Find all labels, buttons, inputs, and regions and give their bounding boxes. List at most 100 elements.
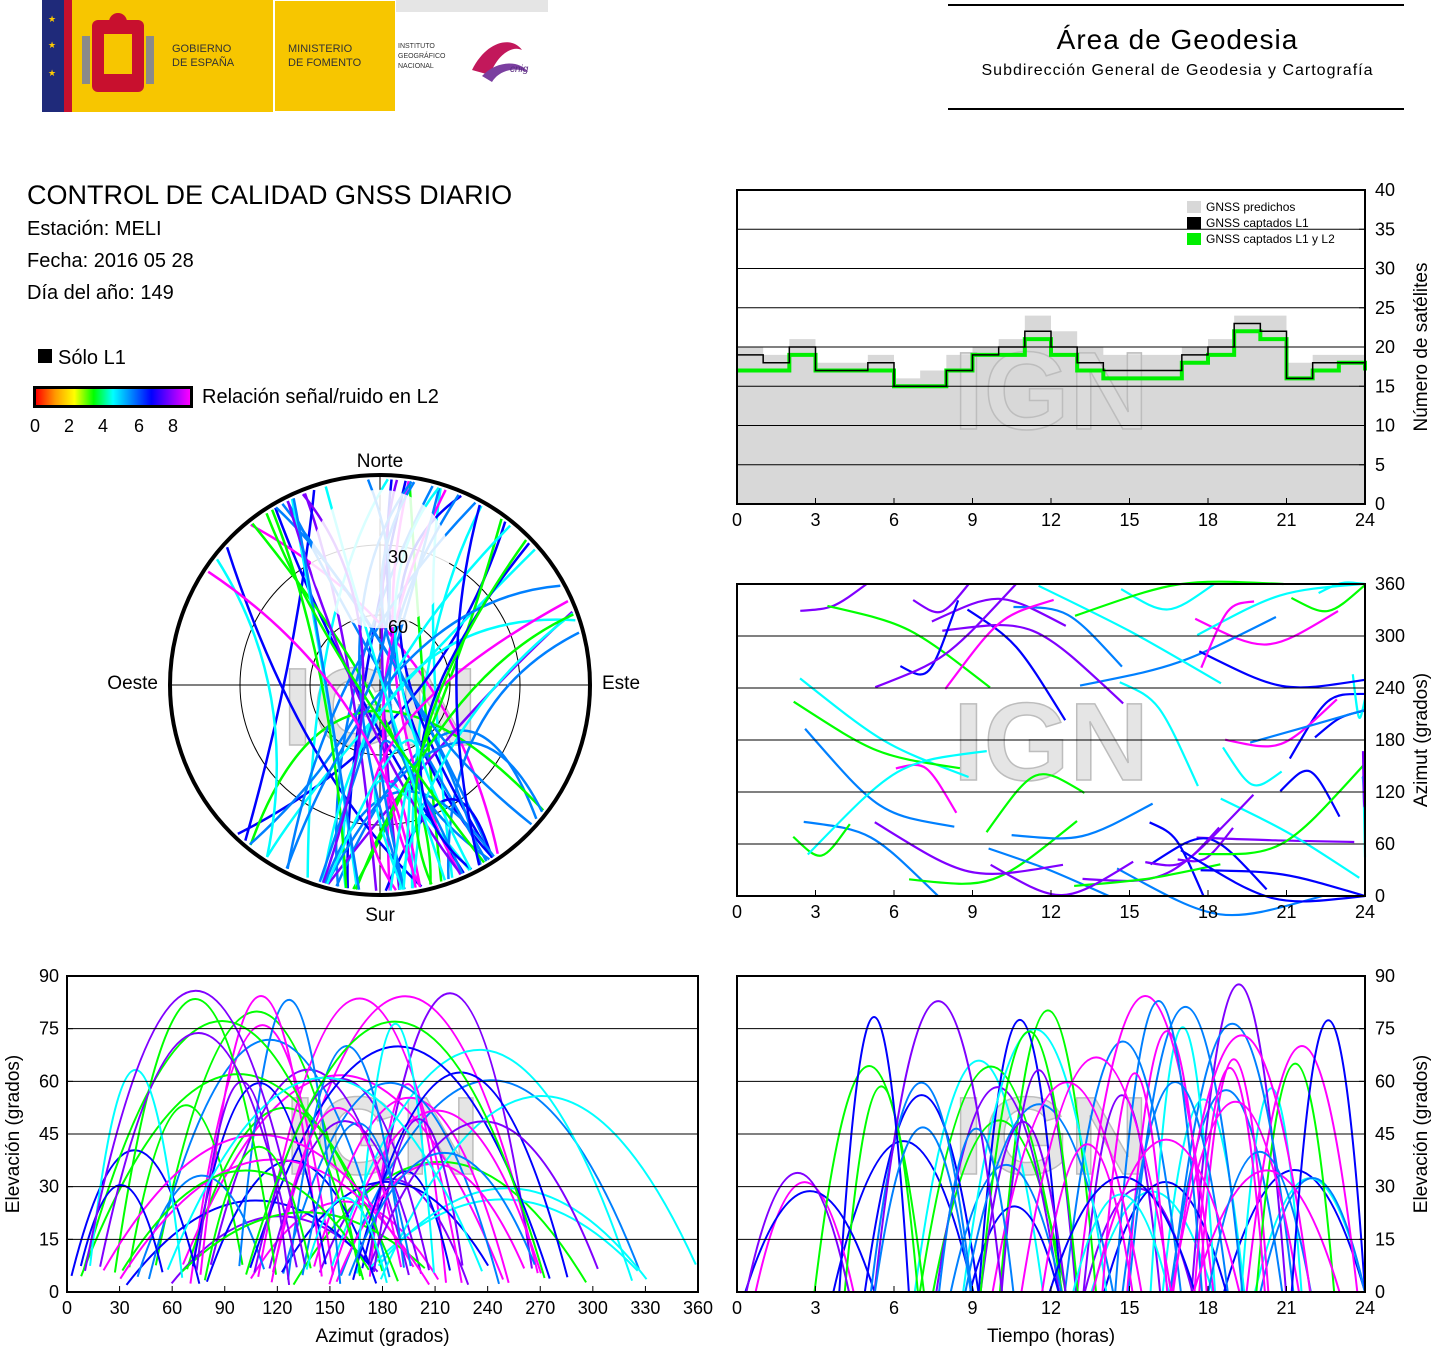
elevation-track <box>154 1010 361 1277</box>
gov-name-line1: GOBIERNO <box>172 43 232 55</box>
satellite-track <box>207 570 417 888</box>
satellite-track <box>414 539 528 885</box>
elevation-time-track <box>1072 1193 1170 1293</box>
x-tick-label: 24 <box>1355 902 1375 922</box>
satellite-track <box>379 739 464 890</box>
azimuth-track <box>1220 797 1360 879</box>
header-rule-bottom <box>948 108 1404 110</box>
x-tick-label: 240 <box>473 1298 503 1318</box>
x-tick-label: 18 <box>1198 902 1218 922</box>
y-tick-label: 30 <box>39 1177 59 1197</box>
x-tick-label: 9 <box>967 902 977 922</box>
y-tick-label: 15 <box>39 1229 59 1249</box>
elevation-track <box>121 1169 370 1272</box>
elevation-time-track <box>838 1016 910 1293</box>
azimuth-track <box>912 583 970 614</box>
satellite-track <box>265 512 486 864</box>
elevation-time-track <box>1290 1019 1366 1293</box>
x-tick-label: 90 <box>215 1298 235 1318</box>
x-axis-label: Azimut (grados) <box>315 1326 449 1347</box>
y-tick-label: 10 <box>1375 416 1395 436</box>
elevation-time-track <box>1245 1045 1359 1293</box>
x-axis-label: Tiempo (horas) <box>987 1326 1115 1347</box>
elevation-track <box>82 1020 365 1280</box>
x-tick-label: 18 <box>1198 510 1218 530</box>
elevation-time-track <box>1121 1081 1229 1293</box>
azimuth-track <box>1082 794 1255 883</box>
legend-label: GNSS captados L1 <box>1206 216 1309 230</box>
satellite-track <box>292 497 361 890</box>
x-tick-label: 180 <box>367 1298 397 1318</box>
legend-l1-only: Sólo L1 <box>38 347 126 370</box>
y-tick-label: 15 <box>1375 376 1395 396</box>
elevation-time-track <box>1114 1000 1203 1293</box>
satellite-track <box>215 558 279 858</box>
x-tick-label: 9 <box>967 510 977 530</box>
azimuth-track <box>1196 836 1355 844</box>
y-tick-label: 25 <box>1375 298 1395 318</box>
x-tick-label: 6 <box>889 510 899 530</box>
y-axis-label: Elevación (grados) <box>3 1055 24 1213</box>
legend-swatch <box>1187 217 1201 229</box>
satellite-track <box>285 584 561 869</box>
legend-l1-swatch <box>38 349 52 363</box>
satellite-track <box>352 518 503 890</box>
elevation-track <box>368 1120 599 1270</box>
y-tick-label: 60 <box>1375 1071 1395 1091</box>
x-tick-label: 210 <box>420 1298 450 1318</box>
elevation-track <box>331 1048 634 1282</box>
satellite-track <box>244 489 316 841</box>
y-tick-label: 20 <box>1375 337 1395 357</box>
flag-stripe <box>64 0 72 112</box>
compass-north: Norte <box>357 451 403 472</box>
x-tick-label: 15 <box>1119 510 1139 530</box>
azimuth-track <box>908 820 1078 885</box>
header-rule-top <box>948 4 1404 6</box>
institute-line2: GEOGRÁFICO <box>398 51 446 60</box>
elevation-time-track <box>998 1009 1097 1293</box>
elevation-time-track <box>969 1205 1060 1293</box>
elevation-time-track <box>1020 1056 1173 1293</box>
elevation-time-track <box>1082 1094 1162 1293</box>
azimuth-track <box>1120 583 1215 611</box>
x-tick-label: 0 <box>732 510 742 530</box>
elevation-track <box>282 1082 500 1285</box>
x-tick-label: 150 <box>315 1298 345 1318</box>
azimuth-track <box>1290 584 1366 613</box>
x-tick-label: 270 <box>525 1298 555 1318</box>
plot-border <box>736 583 1366 897</box>
institute-line1: INSTITUTO <box>398 43 435 50</box>
x-tick-label: 0 <box>62 1298 72 1318</box>
elevation-time-track <box>1192 1169 1341 1293</box>
satellite-track <box>368 600 569 891</box>
elevation-track <box>245 1020 546 1279</box>
azimuth-track <box>1145 826 1220 867</box>
satellite-track <box>446 631 580 880</box>
x-tick-label: 360 <box>683 1298 713 1318</box>
azimuth-track <box>793 700 961 770</box>
x-tick-label: 120 <box>262 1298 292 1318</box>
area-subtitle: Subdirección General de Geodesia y Carto… <box>981 62 1374 79</box>
y-tick-label: 35 <box>1375 219 1395 239</box>
ministry-line2: DE FOMENTO <box>288 57 362 69</box>
x-tick-label: 18 <box>1198 1298 1218 1318</box>
compass-west: Oeste <box>107 673 158 694</box>
azimuth-track <box>990 860 1134 897</box>
satellite-count-chart: IGN 0 5 10 15 20 25 30 35 40 0 3 6 9 12 15 18 21 24 Número … <box>732 180 1432 530</box>
legend-label: GNSS predichos <box>1206 200 1295 214</box>
y-tick-label: 75 <box>39 1019 59 1039</box>
x-tick-label: 12 <box>1041 1298 1061 1318</box>
elevation-track <box>348 1152 536 1277</box>
azimuth-track <box>942 623 1124 705</box>
azimuth-track <box>1038 584 1222 685</box>
elevation-time-track <box>745 1172 850 1293</box>
snr-colorbar <box>33 386 193 408</box>
azimuth-track <box>1249 708 1366 744</box>
logo-svg: ★ ★ ★ GOBIERNO DE ESPAÑA MINISTERIO DE F… <box>42 0 548 113</box>
elevation-track <box>292 1160 587 1286</box>
institute-line3: NACIONAL <box>398 63 434 70</box>
elevation-time-track <box>1223 1169 1366 1293</box>
azimuth-track <box>899 599 960 676</box>
y-tick-label: 75 <box>1375 1019 1395 1039</box>
eu-star-icon: ★ <box>48 14 56 24</box>
